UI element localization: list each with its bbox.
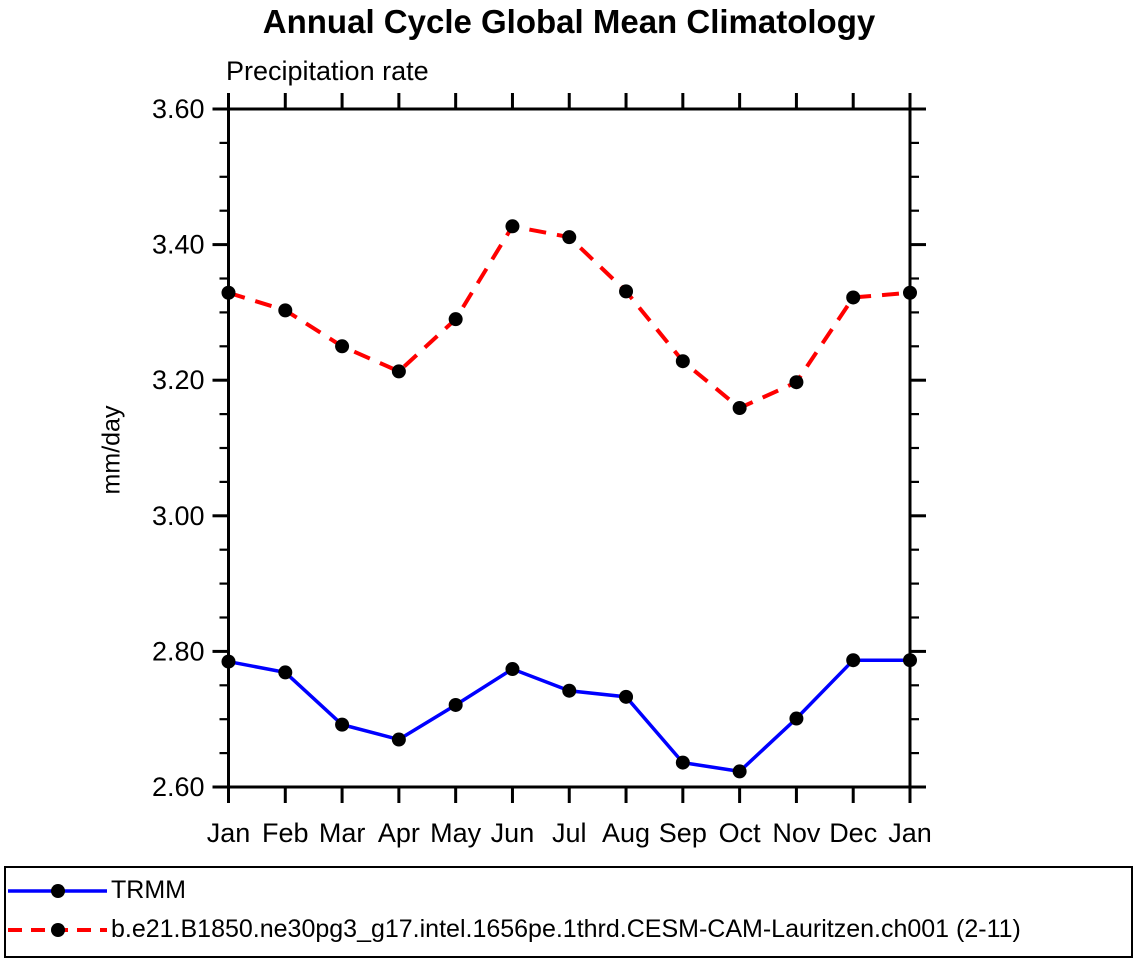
data-point [448, 312, 463, 327]
y-tick-label: 3.20 [152, 365, 205, 395]
x-tick-labels: Jan Feb Mar Apr May Jun Jul Aug Sep Oct Nov Dec Jan [207, 818, 932, 848]
data-point [391, 364, 406, 379]
x-tick-label: Sep [659, 818, 707, 848]
data-point [221, 654, 236, 669]
x-tick-label: Jan [888, 818, 932, 848]
y-axis-ticks [212, 107, 926, 789]
x-tick-label: Jun [491, 818, 535, 848]
data-point [789, 711, 804, 726]
y-tick-label: 2.80 [152, 636, 205, 666]
y-tick-label: 3.00 [152, 501, 205, 531]
data-point [448, 697, 463, 712]
data-point [335, 717, 350, 732]
data-point [505, 219, 520, 234]
x-tick-label: Mar [319, 818, 366, 848]
legend-entry-trmm: TRMM [6, 871, 1131, 910]
data-point [846, 290, 861, 305]
chart-title: Annual Cycle Global Mean Climatology [262, 3, 876, 40]
data-point [278, 665, 293, 680]
x-tick-label: Aug [602, 818, 650, 848]
data-point [675, 755, 690, 770]
data-point [619, 284, 634, 299]
x-tick-label: Nov [772, 818, 821, 848]
x-tick-label: Oct [719, 818, 762, 848]
legend-marker-trmm [51, 883, 65, 898]
data-point [846, 653, 861, 668]
data-point [675, 354, 690, 369]
y-tick-label: 3.40 [152, 230, 205, 260]
x-tick-label: May [430, 818, 482, 848]
legend-box: TRMM b.e21.B1850.ne30pg3_g17.intel.1656p… [4, 866, 1133, 958]
data-point [278, 303, 293, 318]
data-point [562, 683, 577, 698]
legend-marker-model [51, 922, 65, 937]
data-point [221, 285, 236, 300]
y-tick-label: 2.60 [152, 772, 205, 802]
x-axis-ticks [227, 93, 912, 803]
series-line [227, 224, 911, 411]
series-trmm [221, 653, 917, 779]
chart-subtitle: Precipitation rate [226, 56, 429, 86]
series-line [228, 658, 910, 774]
legend-label-model: b.e21.B1850.ne30pg3_g17.intel.1656pe.1th… [111, 915, 1021, 943]
data-point [562, 230, 577, 245]
data-point [732, 400, 747, 415]
x-tick-label: Jan [207, 818, 251, 848]
data-point [335, 339, 350, 354]
y-tick-label: 3.60 [152, 94, 205, 124]
x-tick-label: Dec [829, 818, 877, 848]
legend-label-trmm: TRMM [111, 876, 186, 904]
series-model [221, 219, 917, 415]
data-point [732, 764, 747, 779]
data-point [391, 732, 406, 747]
data-point [505, 662, 520, 677]
data-point [619, 689, 634, 704]
legend-line-sample-model [8, 922, 107, 937]
data-point [903, 285, 917, 300]
y-tick-labels: 2.60 2.80 3.00 3.20 3.40 3.60 [152, 94, 205, 802]
x-tick-label: Feb [262, 818, 309, 848]
legend-line-sample-trmm [8, 883, 107, 898]
data-point [903, 653, 917, 668]
x-tick-label: Apr [378, 818, 420, 848]
data-point [789, 375, 804, 390]
x-tick-label: Jul [552, 818, 587, 848]
legend-entry-model: b.e21.B1850.ne30pg3_g17.intel.1656pe.1th… [6, 910, 1131, 949]
